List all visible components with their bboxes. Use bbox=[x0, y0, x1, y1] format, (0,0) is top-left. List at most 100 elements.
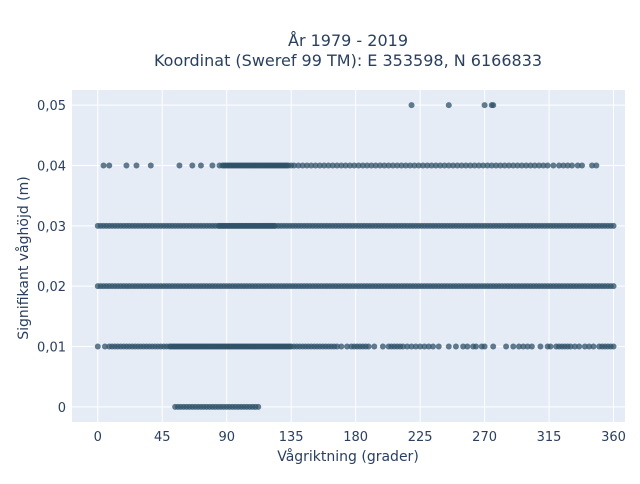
data-point bbox=[411, 162, 418, 169]
data-point bbox=[544, 162, 551, 169]
data-point bbox=[441, 162, 448, 169]
data-point bbox=[379, 343, 386, 350]
data-point bbox=[308, 162, 315, 169]
data-point bbox=[452, 343, 459, 350]
y-tick-labels: 0 0,01 0,02 0,03 0,04 0,05 bbox=[37, 99, 66, 416]
data-point bbox=[428, 162, 435, 169]
data-point bbox=[197, 162, 204, 169]
data-point bbox=[303, 162, 310, 169]
data-point bbox=[255, 403, 262, 410]
data-points bbox=[94, 102, 617, 410]
data-point bbox=[176, 162, 183, 169]
data-point bbox=[586, 343, 593, 350]
data-point bbox=[510, 343, 517, 350]
data-point bbox=[355, 162, 362, 169]
data-point bbox=[106, 162, 113, 169]
data-point bbox=[514, 162, 521, 169]
data-point bbox=[475, 162, 482, 169]
data-point bbox=[421, 343, 428, 350]
y-tick-label: 0,01 bbox=[37, 341, 66, 356]
data-point bbox=[385, 162, 392, 169]
data-point bbox=[299, 162, 306, 169]
data-point bbox=[560, 162, 567, 169]
data-point bbox=[334, 162, 341, 169]
y-tick-label: 0,04 bbox=[37, 159, 66, 174]
data-point bbox=[334, 343, 341, 350]
data-point bbox=[359, 162, 366, 169]
data-point bbox=[510, 162, 517, 169]
data-point bbox=[610, 283, 617, 290]
data-point bbox=[493, 162, 500, 169]
data-point bbox=[316, 162, 323, 169]
data-point bbox=[501, 162, 508, 169]
data-point bbox=[424, 162, 431, 169]
data-point bbox=[445, 343, 452, 350]
x-tick-label: 360 bbox=[601, 430, 626, 445]
data-point bbox=[527, 162, 534, 169]
data-point bbox=[147, 162, 154, 169]
data-point bbox=[454, 162, 461, 169]
data-point bbox=[365, 343, 372, 350]
data-point bbox=[133, 162, 140, 169]
data-point bbox=[389, 162, 396, 169]
y-tick-label: 0,03 bbox=[37, 220, 66, 235]
data-point bbox=[547, 343, 554, 350]
x-tick-label: 180 bbox=[343, 430, 368, 445]
y-axis-title: Signifikant våghöjd (m) bbox=[15, 176, 32, 339]
data-point bbox=[209, 162, 216, 169]
data-point bbox=[394, 162, 401, 169]
data-point bbox=[464, 343, 471, 350]
data-point bbox=[537, 343, 544, 350]
data-point bbox=[488, 162, 495, 169]
data-point bbox=[368, 162, 375, 169]
data-point bbox=[550, 162, 557, 169]
data-point bbox=[576, 343, 583, 350]
data-point bbox=[399, 343, 406, 350]
data-point bbox=[593, 162, 600, 169]
data-point bbox=[484, 162, 491, 169]
data-point bbox=[497, 162, 504, 169]
data-point bbox=[505, 162, 512, 169]
data-point bbox=[518, 162, 525, 169]
data-point bbox=[407, 162, 414, 169]
data-point bbox=[473, 343, 480, 350]
data-point bbox=[344, 343, 351, 350]
data-point bbox=[610, 343, 617, 350]
data-point bbox=[351, 162, 358, 169]
data-point bbox=[100, 162, 107, 169]
data-point bbox=[481, 343, 488, 350]
data-point bbox=[581, 343, 588, 350]
data-point bbox=[462, 162, 469, 169]
data-point bbox=[524, 343, 531, 350]
chart-title-line-2: Koordinat (Sweref 99 TM): E 353598, N 61… bbox=[154, 51, 542, 70]
data-point bbox=[564, 162, 571, 169]
data-point bbox=[415, 162, 422, 169]
data-point bbox=[445, 102, 452, 109]
data-point bbox=[536, 162, 543, 169]
data-point bbox=[123, 162, 130, 169]
data-point bbox=[338, 343, 345, 350]
y-tick-label: 0 bbox=[58, 401, 66, 416]
data-point bbox=[417, 343, 424, 350]
x-tick-label: 315 bbox=[537, 430, 562, 445]
data-point bbox=[450, 162, 457, 169]
data-point bbox=[568, 162, 575, 169]
data-point bbox=[528, 343, 535, 350]
x-tick-label: 0 bbox=[94, 430, 102, 445]
plot-background bbox=[72, 90, 625, 422]
data-point bbox=[571, 343, 578, 350]
data-point bbox=[94, 343, 101, 350]
data-point bbox=[460, 343, 467, 350]
data-point bbox=[432, 162, 439, 169]
data-point bbox=[435, 343, 442, 350]
x-axis-title: Vågriktning (grader) bbox=[277, 448, 419, 465]
data-point bbox=[579, 162, 586, 169]
data-point bbox=[342, 162, 349, 169]
data-point bbox=[295, 162, 302, 169]
x-tick-labels: 0 45 90 135 180 225 270 315 360 bbox=[94, 430, 626, 445]
data-point bbox=[567, 343, 574, 350]
data-point bbox=[325, 162, 332, 169]
data-point bbox=[556, 162, 563, 169]
data-point bbox=[404, 343, 411, 350]
